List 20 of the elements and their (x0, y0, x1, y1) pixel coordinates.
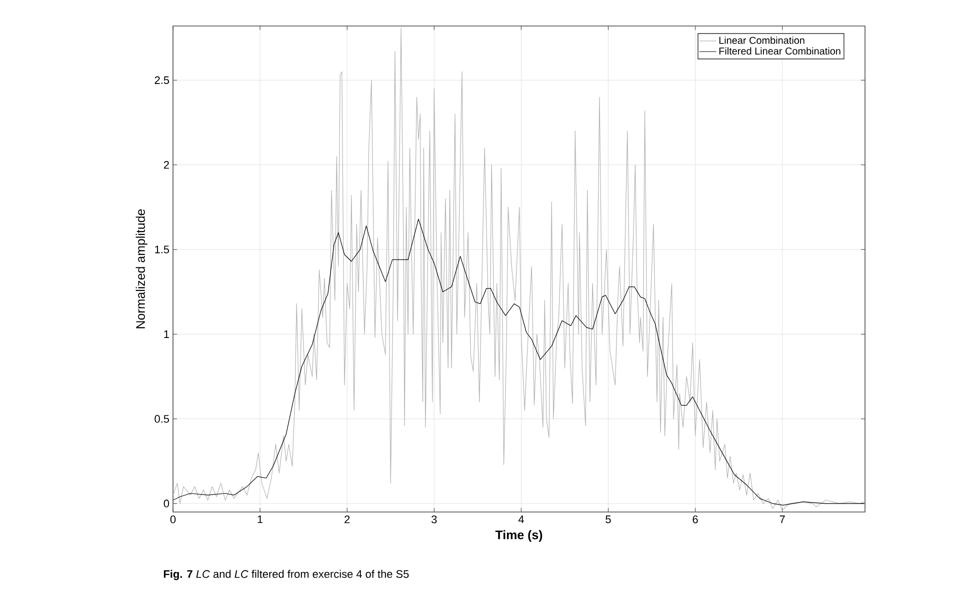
y-tick-label: 1.5 (155, 246, 170, 254)
line-series (173, 27, 864, 511)
y-tick-label: 0 (164, 500, 170, 508)
x-tick-label: 0 (170, 516, 176, 524)
x-tick-label: 3 (432, 516, 437, 524)
text: Fig. 7 LC and LC filtered from exercise 4 of the S5 (164, 570, 409, 580)
x-tick-label: 2 (344, 516, 350, 524)
x-tick-label: 6 (692, 516, 698, 524)
y-tick-label: 1 (164, 330, 169, 338)
legend-label: Linear Combination (719, 36, 804, 44)
x-axis-title: Time (s) (495, 530, 542, 542)
y-axis-title: Normalized amplitude (136, 209, 148, 328)
x-tick-label: 5 (606, 516, 611, 524)
y-tick-label: 2 (164, 161, 169, 169)
x-tick-label: 4 (518, 516, 524, 524)
y-tick-label: 0.5 (154, 414, 170, 423)
x-tick-label: 1 (258, 516, 263, 524)
legend-label: Filtered Linear Combination (719, 47, 840, 55)
y-tick-label: 2.5 (154, 76, 170, 84)
x-tick-label: 7 (780, 516, 785, 524)
